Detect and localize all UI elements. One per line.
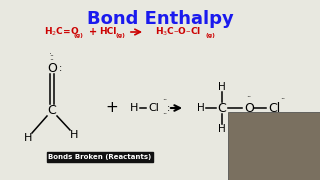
Text: +: + (89, 27, 97, 37)
Text: ··: ·· (246, 114, 252, 123)
Text: (g): (g) (73, 33, 83, 37)
Text: H$_2$C=O: H$_2$C=O (44, 26, 80, 38)
Text: :̇̇:: :̇̇: (50, 53, 54, 62)
Text: ··: ·· (246, 93, 252, 102)
Text: O: O (47, 62, 57, 75)
Text: (g): (g) (115, 33, 125, 37)
Text: :: : (60, 63, 63, 73)
FancyBboxPatch shape (228, 112, 320, 180)
Text: H: H (24, 133, 32, 143)
Text: (g): (g) (205, 33, 215, 37)
Text: H$_3$C–O–Cl: H$_3$C–O–Cl (155, 26, 201, 38)
Text: H: H (70, 130, 78, 140)
Text: C: C (218, 102, 226, 114)
Text: Cl: Cl (268, 102, 280, 114)
Text: H: H (130, 103, 138, 113)
Text: :: : (166, 103, 170, 113)
Text: ··: ·· (280, 96, 286, 105)
Text: ··: ·· (162, 96, 168, 105)
Text: ··: ·· (162, 111, 168, 120)
Text: C: C (48, 103, 56, 116)
Text: O: O (244, 102, 254, 114)
Text: Bond Enthalpy: Bond Enthalpy (87, 10, 233, 28)
Text: ··: ·· (280, 111, 286, 120)
Text: H: H (218, 124, 226, 134)
Text: H: H (197, 103, 205, 113)
Text: HCl: HCl (99, 28, 117, 37)
Text: Cl: Cl (148, 103, 159, 113)
Text: +: + (106, 100, 118, 116)
Text: Bonds Broken (Reactants): Bonds Broken (Reactants) (48, 154, 152, 160)
Text: H: H (218, 82, 226, 92)
